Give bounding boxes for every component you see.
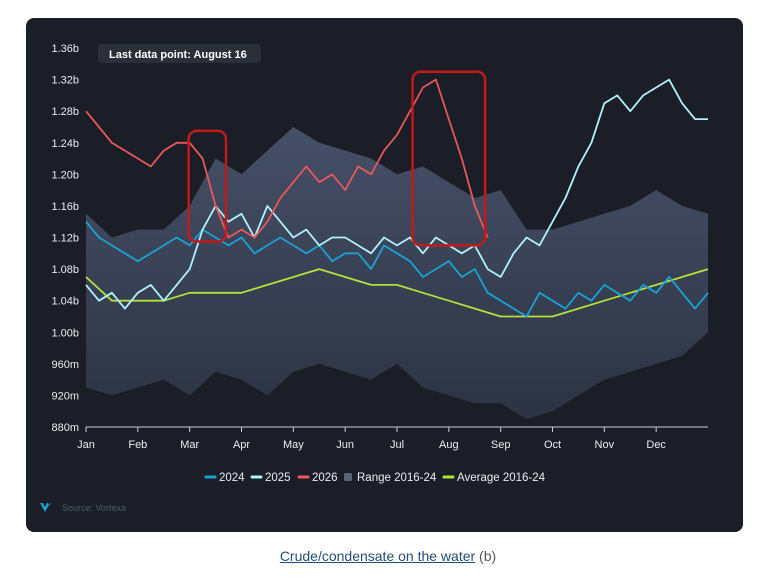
- caption-suffix: (b): [475, 548, 497, 564]
- chart-panel: 880m 920m 960m 1.00b 1.04b 1.08b 1.12b 1.16b 1.2…: [26, 18, 743, 532]
- y-tick-label: 1.04b: [51, 296, 79, 308]
- legend-item-2025: 2025: [250, 472, 291, 484]
- highlight-box-2: [411, 70, 487, 247]
- range-band-layer: [86, 127, 708, 420]
- range-band: [86, 127, 708, 420]
- x-tick-label: Oct: [544, 439, 561, 451]
- vortexa-logo-icon: [40, 503, 51, 512]
- y-tick-label: 960m: [51, 359, 79, 371]
- legend-item-2026: 2026: [297, 472, 338, 484]
- highlight-boxes-layer: [187, 70, 487, 247]
- source-text: Source: Vortexa: [62, 503, 126, 513]
- series-lines-layer: [85, 78, 709, 318]
- x-tick-label: Jun: [336, 439, 354, 451]
- source-note: Source: Vortexa: [40, 503, 126, 513]
- last-data-point-text: Last data point: August 16: [109, 49, 247, 61]
- y-tick-label: 1.12b: [51, 233, 79, 245]
- series-line-2026: [85, 78, 489, 239]
- crude-on-water-chart: 880m 920m 960m 1.00b 1.04b 1.08b 1.12b 1.16b 1.2…: [40, 43, 709, 513]
- y-tick-label: 1.28b: [51, 106, 79, 118]
- highlight-box-1: [187, 129, 228, 243]
- x-tick-label: May: [283, 439, 304, 451]
- x-tick-label: Feb: [128, 439, 147, 451]
- y-tick-label: 920m: [51, 390, 79, 402]
- legend-item-average-2016-24: Average 2016-24: [442, 472, 546, 484]
- series-line-average-2016-24: [85, 268, 709, 318]
- x-tick-label: Nov: [595, 439, 615, 451]
- y-tick-label: 1.32b: [51, 75, 79, 87]
- x-tick-label: Mar: [180, 439, 199, 451]
- y-tick-label: 1.36b: [51, 43, 79, 55]
- legend-label: 2024: [219, 472, 245, 484]
- y-tick-label: 1.20b: [51, 169, 79, 181]
- x-tick-label: Dec: [646, 439, 666, 451]
- legend-label: 2026: [312, 472, 338, 484]
- x-tick-label: Aug: [439, 439, 459, 451]
- last-data-point-badge: Last data point: August 16: [98, 44, 261, 63]
- y-tick-label: 1.08b: [51, 264, 79, 276]
- series-line-2024: [85, 221, 709, 318]
- y-tick-label: 1.16b: [51, 201, 79, 213]
- series-line-2025: [85, 78, 708, 310]
- legend-label: Range 2016-24: [357, 472, 437, 484]
- x-tick-label: Jul: [390, 439, 404, 451]
- x-tick-label: Apr: [233, 439, 250, 451]
- y-tick-label: 1.24b: [51, 138, 79, 150]
- legend-swatch: [344, 473, 352, 481]
- caption-link[interactable]: Crude/condensate on the water: [279, 548, 476, 564]
- axis-layer: 880m 920m 960m 1.00b 1.04b 1.08b 1.12b 1.16b 1.2…: [51, 43, 708, 451]
- legend-label: 2025: [265, 472, 291, 484]
- x-tick-label: Sep: [491, 439, 511, 451]
- figure-caption: Crude/condensate on the water (b): [0, 548, 776, 564]
- y-tick-label: 1.00b: [51, 327, 79, 339]
- legend-item-2024: 2024: [204, 472, 245, 484]
- legend-item-range-2016-24: Range 2016-24: [344, 472, 437, 484]
- legend-label: Average 2016-24: [457, 472, 546, 484]
- y-tick-label: 880m: [51, 422, 79, 434]
- x-tick-label: Jan: [77, 439, 95, 451]
- legend: 2024 2025 2026 Range 2016-24 Average 2016-24: [204, 472, 546, 484]
